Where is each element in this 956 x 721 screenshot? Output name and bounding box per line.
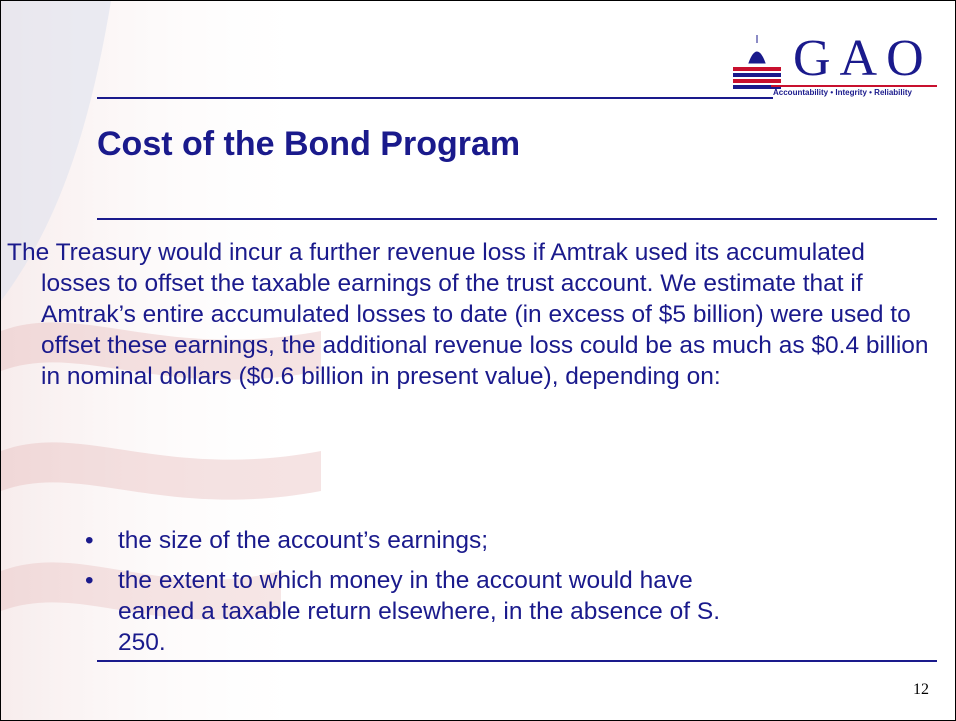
title-rule bbox=[97, 218, 937, 220]
capitol-icon bbox=[727, 33, 787, 93]
slide: GAO Accountability • Integrity • Reliabi… bbox=[0, 0, 956, 721]
bullet: the extent to which money in the account… bbox=[85, 565, 745, 658]
title: Cost of the Bond Program bbox=[97, 125, 520, 164]
bottom-rule bbox=[97, 660, 937, 662]
tagline: Accountability • Integrity • Reliability bbox=[773, 88, 912, 97]
logo-rule bbox=[771, 85, 937, 87]
paragraph: The Treasury would incur a further reven… bbox=[7, 237, 941, 392]
page-number: 12 bbox=[913, 681, 929, 699]
top-rule bbox=[97, 97, 773, 99]
bullet: the size of the account’s earnings; bbox=[85, 525, 745, 556]
logo: GAO bbox=[793, 29, 933, 88]
bullet-list: the size of the account’s earnings; the … bbox=[85, 525, 745, 667]
